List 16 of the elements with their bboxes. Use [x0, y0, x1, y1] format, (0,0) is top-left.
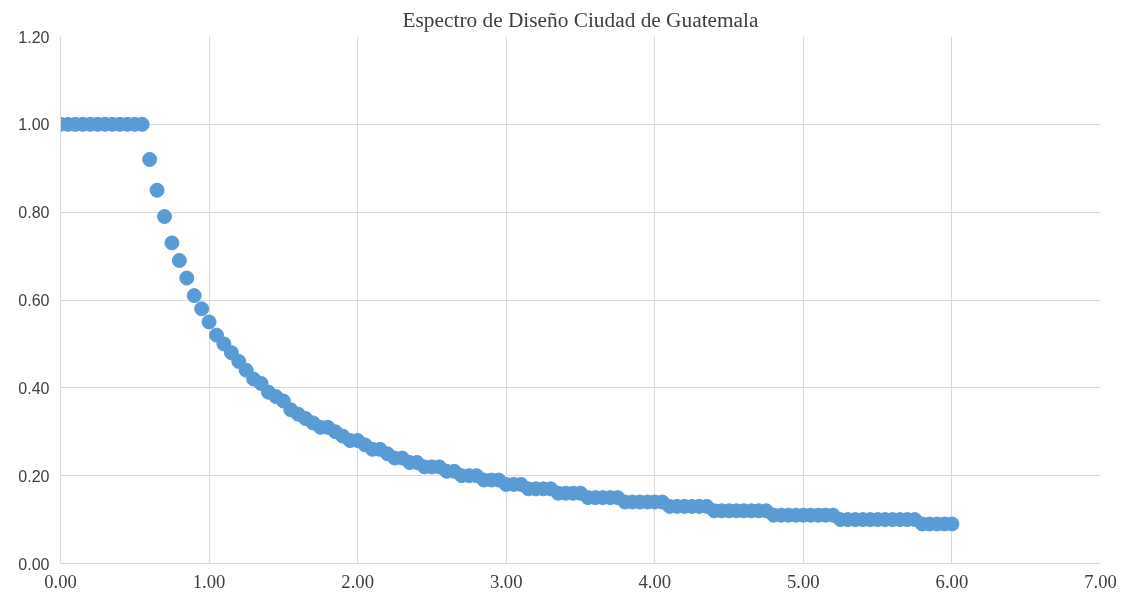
x-tick-label: 0.00	[44, 570, 77, 592]
y-tick-label: 1.20	[18, 28, 50, 46]
y-tick-label: 0.60	[18, 292, 50, 309]
x-tick-label: 5.00	[787, 570, 820, 592]
x-tick-label: 2.00	[341, 570, 374, 592]
y-tick-label: 0.80	[18, 204, 50, 222]
x-tick-label: 7.00	[1084, 570, 1117, 592]
x-tick-label: 3.00	[489, 570, 523, 592]
x-tick-label: 1.00	[192, 570, 226, 592]
y-tick-label: 0.40	[18, 379, 50, 397]
y-tick-label: 0.20	[18, 467, 50, 485]
y-tick-label: 0.00	[18, 555, 50, 573]
chart-title: Espectro de Diseño Ciudad de Guatemala	[402, 7, 760, 32]
x-tick-label: 6.00	[935, 570, 969, 592]
x-tick-label: 4.00	[638, 570, 672, 592]
y-tick-label: 1.00	[18, 116, 50, 134]
